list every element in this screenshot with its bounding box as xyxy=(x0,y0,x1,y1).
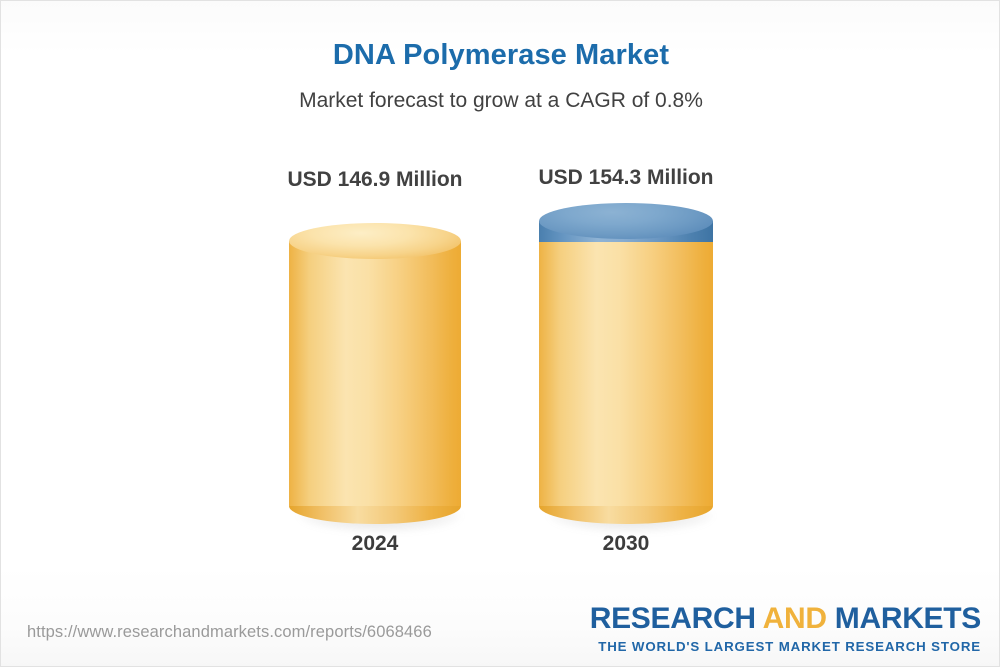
bar-group-2030: USD 154.3 Million xyxy=(538,1,714,601)
category-label-2030: 2030 xyxy=(602,532,650,555)
bar-top-cap-2024[interactable] xyxy=(289,223,461,259)
bar-value-label-2024: USD 146.9 Million xyxy=(287,168,463,191)
chart-subtitle: Market forecast to grow at a CAGR of 0.8… xyxy=(299,89,703,112)
category-label-wrap-2024: 2024 xyxy=(289,1,461,601)
category-label-wrap-2030: 2030 xyxy=(539,1,713,601)
brand-logo[interactable]: RESEARCH AND MARKETS THE WORLD'S LARGEST… xyxy=(589,602,982,655)
bar-group-2024: USD 146.9 Million xyxy=(287,1,463,601)
brand-logo-markets: MARKETS xyxy=(826,602,982,635)
report-url[interactable]: https://www.researchandmarkets.com/repor… xyxy=(27,623,432,641)
brand-logo-tagline: THE WORLD'S LARGEST MARKET RESEARCH STOR… xyxy=(598,639,981,654)
bar-body-gold-2024[interactable] xyxy=(289,241,461,506)
brand-logo-wordmark: RESEARCH AND MARKETS xyxy=(589,602,982,635)
plot-area: USD 146.9 Million USD 154.3 Million xyxy=(1,1,999,601)
bar-value-label-2030: USD 154.3 Million xyxy=(538,166,714,189)
page-title: DNA Polymerase Market xyxy=(332,39,670,71)
category-label-2024: 2024 xyxy=(351,532,399,555)
brand-logo-and: AND xyxy=(762,602,827,635)
bar-body-gold-2030[interactable] xyxy=(539,240,713,506)
brand-logo-research: RESEARCH xyxy=(589,602,763,635)
bar-top-cap-blue-2030[interactable] xyxy=(539,203,713,239)
